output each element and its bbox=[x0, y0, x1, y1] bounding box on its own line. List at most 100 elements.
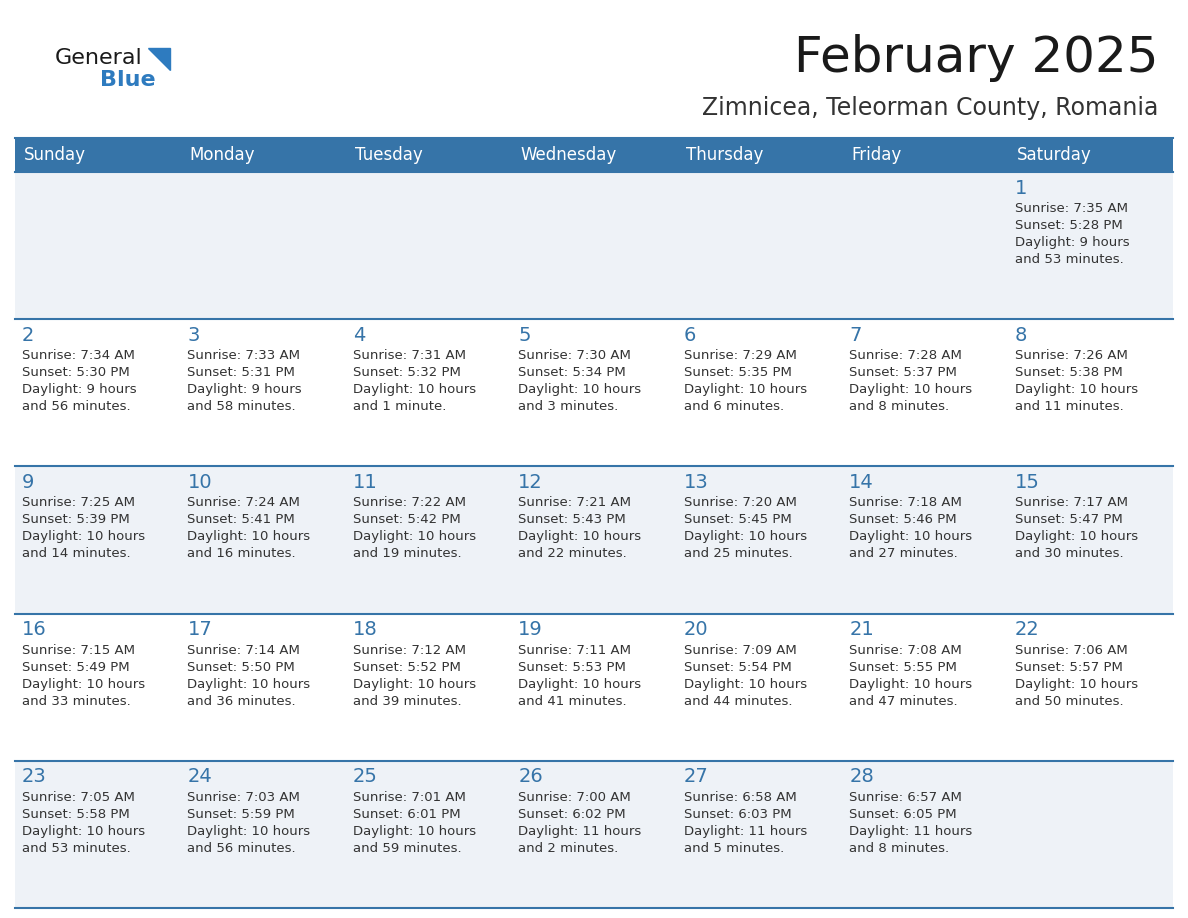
Text: and 58 minutes.: and 58 minutes. bbox=[188, 400, 296, 413]
Text: Sunset: 5:30 PM: Sunset: 5:30 PM bbox=[23, 366, 129, 379]
Text: Daylight: 10 hours: Daylight: 10 hours bbox=[849, 677, 972, 690]
Bar bbox=[15, 172, 1173, 319]
Bar bbox=[842, 138, 1007, 172]
Text: General: General bbox=[55, 48, 143, 68]
Text: and 16 minutes.: and 16 minutes. bbox=[188, 547, 296, 560]
Text: 6: 6 bbox=[684, 326, 696, 344]
Text: 7: 7 bbox=[849, 326, 861, 344]
Text: Sunrise: 7:05 AM: Sunrise: 7:05 AM bbox=[23, 790, 135, 804]
Polygon shape bbox=[148, 48, 170, 70]
Text: and 2 minutes.: and 2 minutes. bbox=[518, 842, 619, 855]
Text: Sunset: 5:46 PM: Sunset: 5:46 PM bbox=[849, 513, 956, 526]
Text: and 5 minutes.: and 5 minutes. bbox=[684, 842, 784, 855]
Text: 21: 21 bbox=[849, 620, 874, 639]
Text: 22: 22 bbox=[1015, 620, 1040, 639]
Text: and 47 minutes.: and 47 minutes. bbox=[849, 695, 958, 708]
Bar bbox=[15, 319, 1173, 466]
Text: and 8 minutes.: and 8 minutes. bbox=[849, 842, 949, 855]
Text: Sunrise: 7:29 AM: Sunrise: 7:29 AM bbox=[684, 349, 797, 363]
Text: Sunrise: 6:58 AM: Sunrise: 6:58 AM bbox=[684, 790, 796, 804]
Text: Daylight: 10 hours: Daylight: 10 hours bbox=[684, 531, 807, 543]
Text: and 53 minutes.: and 53 minutes. bbox=[1015, 253, 1124, 266]
Text: Daylight: 10 hours: Daylight: 10 hours bbox=[23, 531, 145, 543]
Text: Sunset: 5:47 PM: Sunset: 5:47 PM bbox=[1015, 513, 1123, 526]
Text: Sunrise: 7:01 AM: Sunrise: 7:01 AM bbox=[353, 790, 466, 804]
Text: Sunset: 5:55 PM: Sunset: 5:55 PM bbox=[849, 661, 958, 674]
Text: Sunrise: 7:35 AM: Sunrise: 7:35 AM bbox=[1015, 202, 1127, 215]
Text: Sunset: 5:49 PM: Sunset: 5:49 PM bbox=[23, 661, 129, 674]
Text: Sunset: 5:53 PM: Sunset: 5:53 PM bbox=[518, 661, 626, 674]
Text: Sunrise: 7:24 AM: Sunrise: 7:24 AM bbox=[188, 497, 301, 509]
Text: Daylight: 10 hours: Daylight: 10 hours bbox=[188, 531, 310, 543]
Bar bbox=[15, 761, 1173, 908]
Text: Sunset: 5:38 PM: Sunset: 5:38 PM bbox=[1015, 366, 1123, 379]
Text: Sunrise: 7:20 AM: Sunrise: 7:20 AM bbox=[684, 497, 797, 509]
Text: and 56 minutes.: and 56 minutes. bbox=[23, 400, 131, 413]
Bar bbox=[346, 138, 511, 172]
Text: Sunset: 6:03 PM: Sunset: 6:03 PM bbox=[684, 808, 791, 821]
Text: and 33 minutes.: and 33 minutes. bbox=[23, 695, 131, 708]
Text: 3: 3 bbox=[188, 326, 200, 344]
Text: Daylight: 9 hours: Daylight: 9 hours bbox=[1015, 236, 1130, 249]
Text: Sunset: 6:05 PM: Sunset: 6:05 PM bbox=[849, 808, 956, 821]
Text: Daylight: 9 hours: Daylight: 9 hours bbox=[188, 383, 302, 397]
Text: Sunrise: 7:06 AM: Sunrise: 7:06 AM bbox=[1015, 644, 1127, 656]
Text: 26: 26 bbox=[518, 767, 543, 787]
Text: Daylight: 10 hours: Daylight: 10 hours bbox=[1015, 531, 1138, 543]
Text: 12: 12 bbox=[518, 473, 543, 492]
Text: and 1 minute.: and 1 minute. bbox=[353, 400, 447, 413]
Text: 28: 28 bbox=[849, 767, 874, 787]
Text: and 39 minutes.: and 39 minutes. bbox=[353, 695, 461, 708]
Text: and 50 minutes.: and 50 minutes. bbox=[1015, 695, 1123, 708]
Text: Sunrise: 7:00 AM: Sunrise: 7:00 AM bbox=[518, 790, 631, 804]
Text: Sunset: 5:35 PM: Sunset: 5:35 PM bbox=[684, 366, 791, 379]
Text: 5: 5 bbox=[518, 326, 531, 344]
Bar bbox=[15, 466, 1173, 613]
Text: Daylight: 10 hours: Daylight: 10 hours bbox=[518, 383, 642, 397]
Text: 2: 2 bbox=[23, 326, 34, 344]
Text: Sunset: 5:45 PM: Sunset: 5:45 PM bbox=[684, 513, 791, 526]
Text: Sunrise: 7:18 AM: Sunrise: 7:18 AM bbox=[849, 497, 962, 509]
Text: Saturday: Saturday bbox=[1017, 146, 1092, 164]
Text: Daylight: 10 hours: Daylight: 10 hours bbox=[684, 677, 807, 690]
Text: 8: 8 bbox=[1015, 326, 1026, 344]
Text: Daylight: 10 hours: Daylight: 10 hours bbox=[518, 677, 642, 690]
Bar bbox=[1007, 138, 1173, 172]
Bar bbox=[15, 613, 1173, 761]
Text: Daylight: 10 hours: Daylight: 10 hours bbox=[1015, 383, 1138, 397]
Text: Friday: Friday bbox=[851, 146, 902, 164]
Text: and 56 minutes.: and 56 minutes. bbox=[188, 842, 296, 855]
Text: Wednesday: Wednesday bbox=[520, 146, 617, 164]
Text: Sunrise: 7:08 AM: Sunrise: 7:08 AM bbox=[849, 644, 962, 656]
Text: and 36 minutes.: and 36 minutes. bbox=[188, 695, 296, 708]
Text: and 22 minutes.: and 22 minutes. bbox=[518, 547, 627, 560]
Text: 1: 1 bbox=[1015, 178, 1026, 197]
Bar bbox=[511, 138, 677, 172]
Text: Sunset: 5:37 PM: Sunset: 5:37 PM bbox=[849, 366, 958, 379]
Text: Sunrise: 7:15 AM: Sunrise: 7:15 AM bbox=[23, 644, 135, 656]
Text: Sunrise: 7:03 AM: Sunrise: 7:03 AM bbox=[188, 790, 301, 804]
Text: Daylight: 10 hours: Daylight: 10 hours bbox=[684, 383, 807, 397]
Text: 23: 23 bbox=[23, 767, 46, 787]
Text: Sunrise: 7:22 AM: Sunrise: 7:22 AM bbox=[353, 497, 466, 509]
Text: 25: 25 bbox=[353, 767, 378, 787]
Text: and 41 minutes.: and 41 minutes. bbox=[518, 695, 627, 708]
Text: 16: 16 bbox=[23, 620, 46, 639]
Text: Sunset: 6:01 PM: Sunset: 6:01 PM bbox=[353, 808, 461, 821]
Text: Sunrise: 7:14 AM: Sunrise: 7:14 AM bbox=[188, 644, 301, 656]
Text: Sunrise: 7:30 AM: Sunrise: 7:30 AM bbox=[518, 349, 631, 363]
Text: 9: 9 bbox=[23, 473, 34, 492]
Text: Sunrise: 7:25 AM: Sunrise: 7:25 AM bbox=[23, 497, 135, 509]
Text: Sunrise: 6:57 AM: Sunrise: 6:57 AM bbox=[849, 790, 962, 804]
Text: Sunrise: 7:09 AM: Sunrise: 7:09 AM bbox=[684, 644, 796, 656]
Text: Daylight: 10 hours: Daylight: 10 hours bbox=[23, 677, 145, 690]
Text: Daylight: 10 hours: Daylight: 10 hours bbox=[353, 677, 476, 690]
Text: Sunset: 6:02 PM: Sunset: 6:02 PM bbox=[518, 808, 626, 821]
Text: Sunset: 5:43 PM: Sunset: 5:43 PM bbox=[518, 513, 626, 526]
Text: and 53 minutes.: and 53 minutes. bbox=[23, 842, 131, 855]
Text: Sunset: 5:54 PM: Sunset: 5:54 PM bbox=[684, 661, 791, 674]
Text: Sunset: 5:28 PM: Sunset: 5:28 PM bbox=[1015, 219, 1123, 232]
Text: and 30 minutes.: and 30 minutes. bbox=[1015, 547, 1123, 560]
Text: and 14 minutes.: and 14 minutes. bbox=[23, 547, 131, 560]
Text: 19: 19 bbox=[518, 620, 543, 639]
